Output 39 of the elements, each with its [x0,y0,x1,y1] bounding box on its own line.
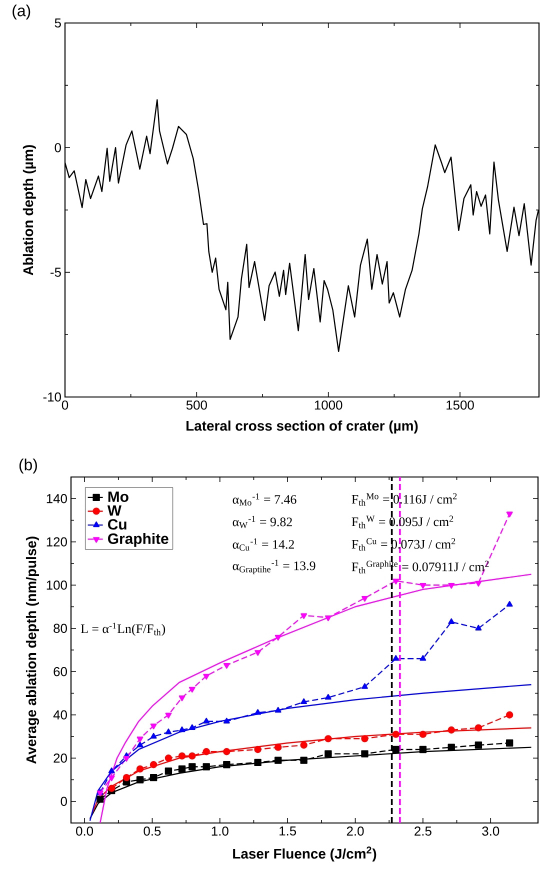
x-axis-title: Laser Fluence (J/cm$^{2}$) [233,846,376,862]
y-tick-label: 140 [46,494,67,504]
annotation: α$_{Cu}$$^{-1}$ = 14.2 [232,538,294,551]
x-tick-label: 2.5 [414,826,432,836]
x-tick-label: 1500 [446,400,474,410]
x-tick-label: 0.5 [144,826,161,836]
y-tick-label: 120 [46,537,67,546]
y-tick-label: 20 [54,754,67,763]
annotation: F$_{th}$$^{Mo}$ = 0.116J / cm$^{2}$ [352,493,457,506]
y-tick-label: 80 [54,624,67,633]
y-tick-label: 0 [54,143,61,152]
annotation: L = α$^{-1}$Ln(F/F$_{th}$) [80,622,166,636]
x-tick-label: 2.0 [346,826,364,836]
x-tick-label: 1.5 [280,826,296,836]
x-tick-label: 0.0 [76,826,94,836]
chart-title: (b) [19,458,37,474]
chart-title: (a) [12,4,30,20]
y-tick-label: 100 [46,580,67,590]
y-tick-label: 40 [53,710,67,720]
annotation: α$_{Graptihe}$$^{-1}$ = 13.9 [232,560,316,574]
y-tick-label: 60 [54,667,67,676]
x-tick-label: 1000 [314,400,342,410]
x-tick-label: 3.0 [482,826,500,836]
y-axis-title: Average ablation depth (nm/pulse) [26,536,40,764]
x-tick-label: 500 [186,400,207,410]
y-tick-label: 5 [54,18,61,28]
legend-label: W [107,505,122,516]
y-tick-label: 0 [60,796,67,806]
x-axis-title: Lateral cross section of crater (µm) [186,420,418,434]
annotation: α$_{Mo}$$^{-1}$ = 7.46 [232,493,296,506]
x-tick-label: 1.0 [212,826,228,836]
y-axis-title: Ablation depth (µm) [22,145,36,276]
legend-label: Mo [108,492,128,502]
y-tick-label: -5 [50,268,61,277]
annotation: F$_{th}$$^{Cu}$ = 0.073J / cm$^{2}$ [352,538,456,551]
y-tick-label: -10 [43,392,61,402]
legend-label: Cu [108,519,126,530]
legend-label: Graphite [108,533,168,547]
annotation: α$_{W}$$^{-1}$ = 9.82 [232,516,292,528]
